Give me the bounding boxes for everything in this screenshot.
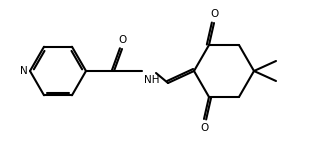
Text: N: N <box>20 66 28 76</box>
Text: O: O <box>118 35 126 45</box>
Text: NH: NH <box>144 75 160 85</box>
Text: O: O <box>210 9 218 19</box>
Text: O: O <box>200 123 208 133</box>
